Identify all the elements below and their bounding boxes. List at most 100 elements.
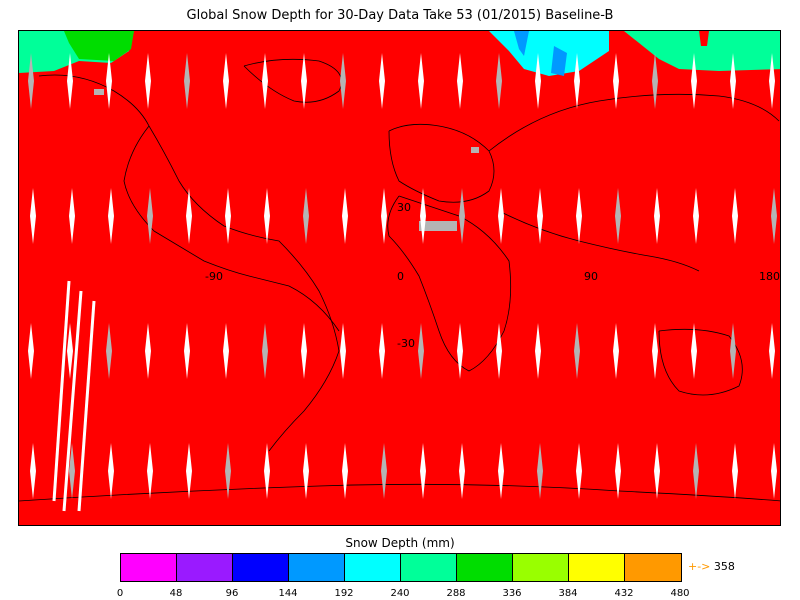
orbit-gap-mark — [732, 443, 738, 499]
orbit-gap-mark — [691, 323, 697, 379]
orbit-gap-mark — [691, 53, 697, 109]
orbit-gap-mark — [654, 443, 660, 499]
color-scale-cell — [289, 554, 345, 581]
orbit-gap-mark — [537, 443, 543, 499]
color-scale-tick-label: 240 — [390, 588, 410, 599]
color-scale-cell — [401, 554, 457, 581]
max-arrow: +-> — [688, 560, 711, 573]
orbit-gap-mark — [535, 323, 541, 379]
grid-label-lon-0: 0 — [397, 270, 404, 283]
legend-title: Snow Depth (mm) — [345, 536, 455, 550]
orbit-gap-mark — [613, 53, 619, 109]
map-canvas: -90 0 90 180 30 -30 — [19, 31, 780, 525]
orbit-gap-mark — [535, 53, 541, 109]
orbit-gap-mark — [693, 443, 699, 499]
orbit-gap-marks — [28, 53, 777, 512]
no-data-patch-sahara — [419, 221, 457, 231]
orbit-gap-mark — [379, 53, 385, 109]
orbit-gap-mark — [381, 188, 387, 244]
orbit-gap-mark — [69, 443, 75, 499]
orbit-gap-mark — [262, 323, 268, 379]
orbit-gap-mark — [652, 323, 658, 379]
grid-label-lon-180: 180 — [759, 270, 780, 283]
orbit-gap-mark — [106, 323, 112, 379]
orbit-gap-mark — [730, 323, 736, 379]
color-scale-cell — [177, 554, 233, 581]
color-scale-ticks: 0 48 96 144 192 240 288 336 384 432 480 — [0, 588, 800, 600]
orbit-gap-mark — [418, 53, 424, 109]
orbit-gap-stripe — [62, 290, 83, 512]
orbit-gap-mark — [457, 323, 463, 379]
orbit-gap-mark — [771, 443, 777, 499]
orbit-gap-mark — [106, 53, 112, 109]
orbit-gap-mark — [730, 53, 736, 109]
color-scale-cell — [457, 554, 513, 581]
color-scale-cell — [121, 554, 177, 581]
orbit-gap-mark — [303, 188, 309, 244]
grid-label-lon-90: 90 — [584, 270, 598, 283]
orbit-gap-mark — [769, 53, 775, 109]
orbit-gap-mark — [264, 443, 270, 499]
color-scale-tick-label: 384 — [558, 588, 578, 599]
orbit-gap-mark — [771, 188, 777, 244]
orbit-gap-mark — [145, 53, 151, 109]
orbit-gap-mark — [186, 443, 192, 499]
color-scale-cell — [625, 554, 681, 581]
color-scale-cell — [513, 554, 569, 581]
coastlines — [19, 58, 780, 502]
orbit-gap-mark — [342, 188, 348, 244]
orbit-gap-mark — [28, 323, 34, 379]
orbit-gap-mark — [498, 188, 504, 244]
color-scale-cell — [233, 554, 289, 581]
orbit-gap-stripe — [77, 300, 96, 512]
orbit-gap-mark — [379, 323, 385, 379]
snow-region-siberia-blue-2 — [551, 46, 567, 76]
orbit-gap-mark — [574, 323, 580, 379]
orbit-gap-mark — [496, 323, 502, 379]
orbit-gap-mark — [420, 443, 426, 499]
orbit-gap-mark — [613, 323, 619, 379]
orbit-gap-mark — [576, 188, 582, 244]
orbit-gap-mark — [108, 443, 114, 499]
no-data-patch-canada — [94, 89, 104, 95]
orbit-gap-mark — [108, 188, 114, 244]
grid-label-lon-neg90: -90 — [205, 270, 223, 283]
snow-region-canada — [64, 31, 134, 61]
snow-region-siberia-blue-1 — [514, 31, 529, 56]
orbit-gap-mark — [262, 53, 268, 109]
orbit-gap-mark — [67, 53, 73, 109]
max-value-note: +-> 358 — [688, 560, 735, 573]
orbit-gap-mark — [418, 323, 424, 379]
orbit-gap-mark — [654, 188, 660, 244]
grid-label-lat-neg30: -30 — [397, 337, 415, 350]
map-background-fill — [19, 31, 780, 525]
orbit-gap-mark — [537, 188, 543, 244]
red-strip-east — [699, 31, 709, 46]
orbit-gap-mark — [615, 443, 621, 499]
orbit-gap-mark — [145, 323, 151, 379]
orbit-gap-mark — [420, 188, 426, 244]
orbit-gap-mark — [381, 443, 387, 499]
orbit-gap-mark — [264, 188, 270, 244]
orbit-gap-mark — [225, 188, 231, 244]
orbit-gap-mark — [28, 53, 34, 109]
color-scale-tick-label: 144 — [278, 588, 298, 599]
color-scale-cell — [345, 554, 401, 581]
orbit-gap-mark — [223, 323, 229, 379]
orbit-gap-mark — [184, 53, 190, 109]
orbit-gap-mark — [301, 53, 307, 109]
color-scale-cell — [569, 554, 625, 581]
color-scale-tick-label: 336 — [502, 588, 522, 599]
orbit-gap-mark — [303, 443, 309, 499]
orbit-gap-mark — [732, 188, 738, 244]
orbit-gap-mark — [184, 323, 190, 379]
snow-depth-map: -90 0 90 180 30 -30 — [18, 30, 781, 526]
orbit-gap-stripe — [52, 280, 71, 502]
map-title: Global Snow Depth for 30-Day Data Take 5… — [186, 8, 614, 23]
orbit-gap-mark — [340, 53, 346, 109]
orbit-gap-mark — [223, 53, 229, 109]
color-scale-tick-label: 480 — [670, 588, 690, 599]
color-scale-tick-label: 192 — [334, 588, 354, 599]
orbit-gap-mark — [652, 53, 658, 109]
color-scale-tick-label: 432 — [614, 588, 634, 599]
